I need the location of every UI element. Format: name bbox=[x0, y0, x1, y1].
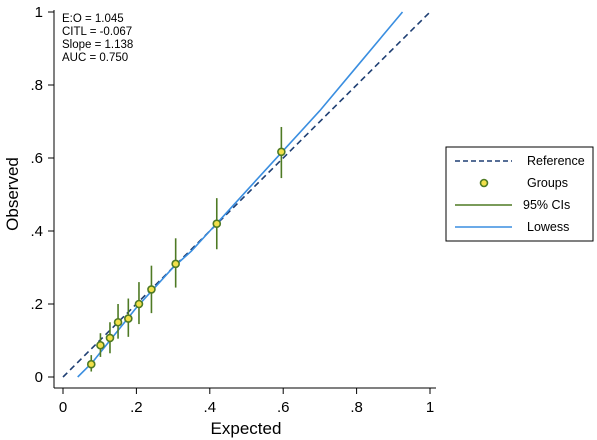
group-point bbox=[86, 359, 96, 369]
group-point bbox=[134, 299, 144, 309]
x-axis-title: Expected bbox=[211, 419, 282, 438]
group-point bbox=[171, 259, 180, 269]
x-tick-label: .4 bbox=[204, 399, 217, 416]
group-point bbox=[147, 285, 156, 294]
y-tick-label: .6 bbox=[30, 150, 43, 167]
x-tick-label: 1 bbox=[426, 399, 434, 416]
group-point bbox=[212, 219, 222, 228]
group-point bbox=[96, 340, 105, 350]
y-tick-label: 0 bbox=[35, 369, 43, 386]
group-point bbox=[277, 147, 286, 157]
legend-lowess-label: Lowess bbox=[527, 220, 569, 234]
x-tick-label: 0 bbox=[59, 399, 67, 416]
x-axis-ticks: 0 .2 .4 .6 .8 1 bbox=[59, 388, 434, 416]
legend: Reference Groups 95% CIs Lowess bbox=[445, 146, 594, 242]
stats-annotation: E:O = 1.045 CITL = -0.067 Slope = 1.138 … bbox=[62, 13, 133, 64]
x-tick-label: .8 bbox=[350, 399, 363, 416]
legend-reference-label: Reference bbox=[527, 154, 585, 168]
x-tick-label: .6 bbox=[277, 399, 290, 416]
y-axis-title: Observed bbox=[3, 157, 22, 231]
group-point bbox=[105, 333, 115, 343]
stat-auc: AUC = 0.750 bbox=[62, 52, 128, 64]
legend-groups-label: Groups bbox=[527, 176, 568, 190]
y-axis-ticks: 0 .2 .4 .6 .8 1 bbox=[30, 4, 54, 386]
stat-citl: CITL = -0.067 bbox=[62, 26, 132, 38]
legend-ci-label: 95% CIs bbox=[523, 198, 570, 212]
stat-eo: E:O = 1.045 bbox=[62, 13, 124, 25]
y-tick-label: .4 bbox=[30, 223, 43, 240]
group-point bbox=[124, 314, 133, 323]
y-tick-label: .2 bbox=[30, 296, 43, 313]
y-tick-label: .8 bbox=[30, 77, 43, 94]
legend-groups-swatch bbox=[479, 178, 489, 188]
plot-area bbox=[62, 11, 431, 378]
x-tick-label: .2 bbox=[130, 399, 143, 416]
y-tick-label: 1 bbox=[35, 4, 43, 21]
group-point bbox=[113, 317, 123, 327]
reference-line bbox=[62, 11, 431, 378]
legend-box bbox=[445, 146, 594, 242]
stat-slope: Slope = 1.138 bbox=[62, 39, 133, 51]
